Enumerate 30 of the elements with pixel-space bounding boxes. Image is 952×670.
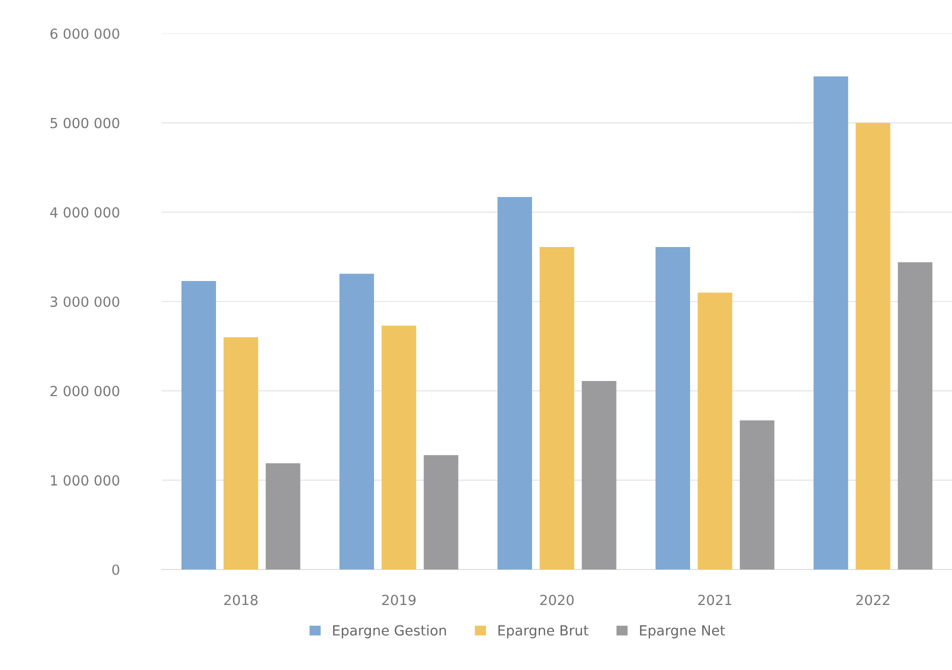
legend-label: Epargne Net xyxy=(640,625,725,638)
y-tick-label: 2 000 000 xyxy=(50,386,120,396)
bar xyxy=(814,76,848,570)
y-tick-label: 6 000 000 xyxy=(50,28,120,39)
y-tick-label: 1 000 000 xyxy=(51,475,120,486)
y-tick-label: 3 000 000 xyxy=(50,296,120,307)
y-tick-label: 5 000 000 xyxy=(50,118,120,128)
bar xyxy=(898,262,932,570)
bar xyxy=(656,247,690,570)
bar xyxy=(339,274,374,570)
bar xyxy=(582,381,616,570)
x-tick-label: 2020 xyxy=(540,594,574,606)
legend-label: Epargne Gestion xyxy=(333,624,446,638)
y-tick-label: 4 000 000 xyxy=(50,207,120,218)
bar xyxy=(224,337,258,570)
bar xyxy=(498,196,532,570)
x-tick-label: 2018 xyxy=(224,594,258,606)
x-tick-label: 2021 xyxy=(698,594,732,606)
bar xyxy=(424,455,458,570)
bar xyxy=(181,280,216,570)
bar xyxy=(540,247,574,570)
y-tick-label: 0 xyxy=(112,564,120,575)
legend-label: Epargne Brut xyxy=(498,625,588,638)
bar xyxy=(266,463,300,570)
bar xyxy=(856,122,890,570)
bar xyxy=(698,292,732,570)
bar xyxy=(740,420,774,570)
x-tick-label: 2022 xyxy=(856,594,890,606)
x-tick-label: 2019 xyxy=(382,594,416,606)
bar xyxy=(382,326,416,570)
